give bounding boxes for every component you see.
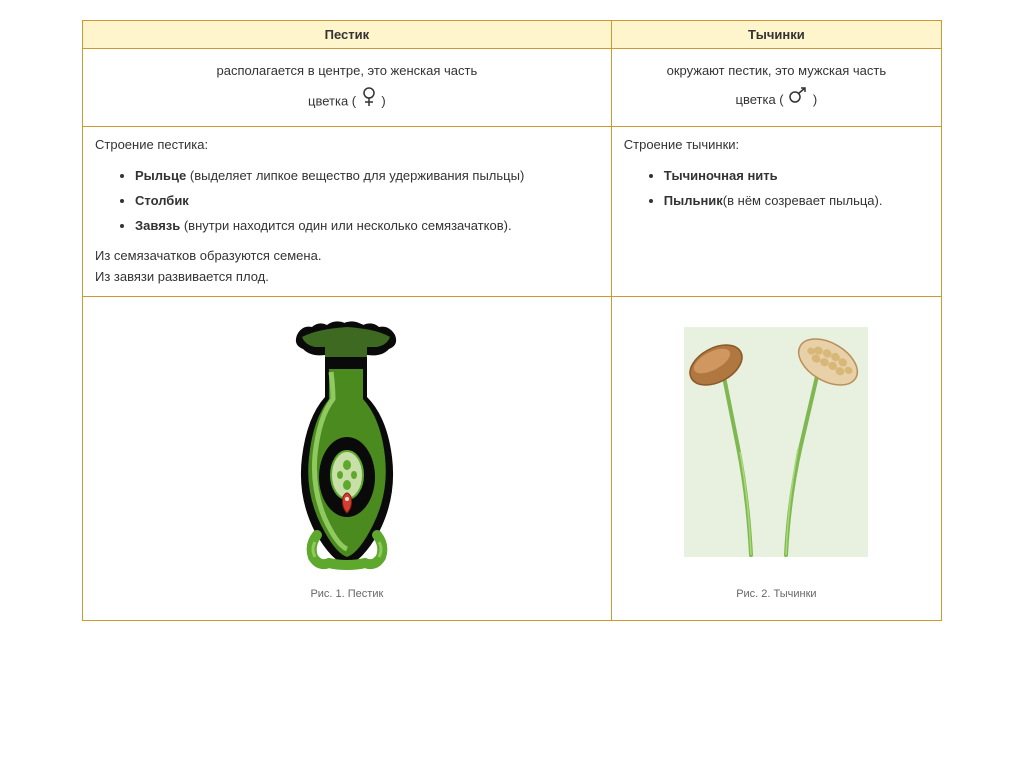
desc-pistil-suffix: ) [381,93,385,108]
content-pistil-title: Строение пестика: [95,135,599,156]
desc-pistil-line1: располагается в центре, это женская част… [216,63,477,78]
content-pistil: Строение пестика: Рыльце (выделяет липко… [83,127,612,297]
pistil-parts-list: Рыльце (выделяет липкое вещество для уде… [115,166,599,236]
content-stamen: Строение тычинки: Тычиночная нить Пыльни… [611,127,941,297]
stamen-parts-list: Тычиночная нить Пыльник(в нём созревает … [644,166,929,212]
female-symbol-icon [360,86,378,119]
caption-stamen: Рис. 2. Тычинки [632,588,921,600]
caption-pistil: Рис. 1. Пестик [103,588,591,600]
header-pistil: Пестик [83,21,612,49]
list-item: Тычиночная нить [664,166,929,187]
list-item: Пыльник(в нём созревает пыльца). [664,191,929,212]
pistil-illustration [267,317,427,580]
image-pistil-cell: Рис. 1. Пестик [83,296,612,620]
desc-pistil-prefix: цветка ( [308,93,356,108]
list-item: Завязь (внутри находится один или нескол… [135,216,599,237]
comparison-table: Пестик Тычинки располагается в центре, э… [82,20,942,621]
male-symbol-icon [787,86,809,115]
desc-stamen-suffix: ) [813,92,817,107]
desc-stamen-line1: окружают пестик, это мужская часть [667,63,887,78]
desc-pistil: располагается в центре, это женская част… [83,49,612,127]
stamen-illustration [666,317,886,580]
list-item: Рыльце (выделяет липкое вещество для уде… [135,166,599,187]
list-item: Столбик [135,191,599,212]
content-stamen-title: Строение тычинки: [624,135,929,156]
pistil-footer-1: Из семязачатков образуются семена. [95,246,599,267]
desc-stamen-prefix: цветка ( [736,92,784,107]
header-stamen: Тычинки [611,21,941,49]
desc-stamen: окружают пестик, это мужская часть цветк… [611,49,941,127]
image-stamen-cell: Рис. 2. Тычинки [611,296,941,620]
pistil-footer-2: Из завязи развивается плод. [95,267,599,288]
